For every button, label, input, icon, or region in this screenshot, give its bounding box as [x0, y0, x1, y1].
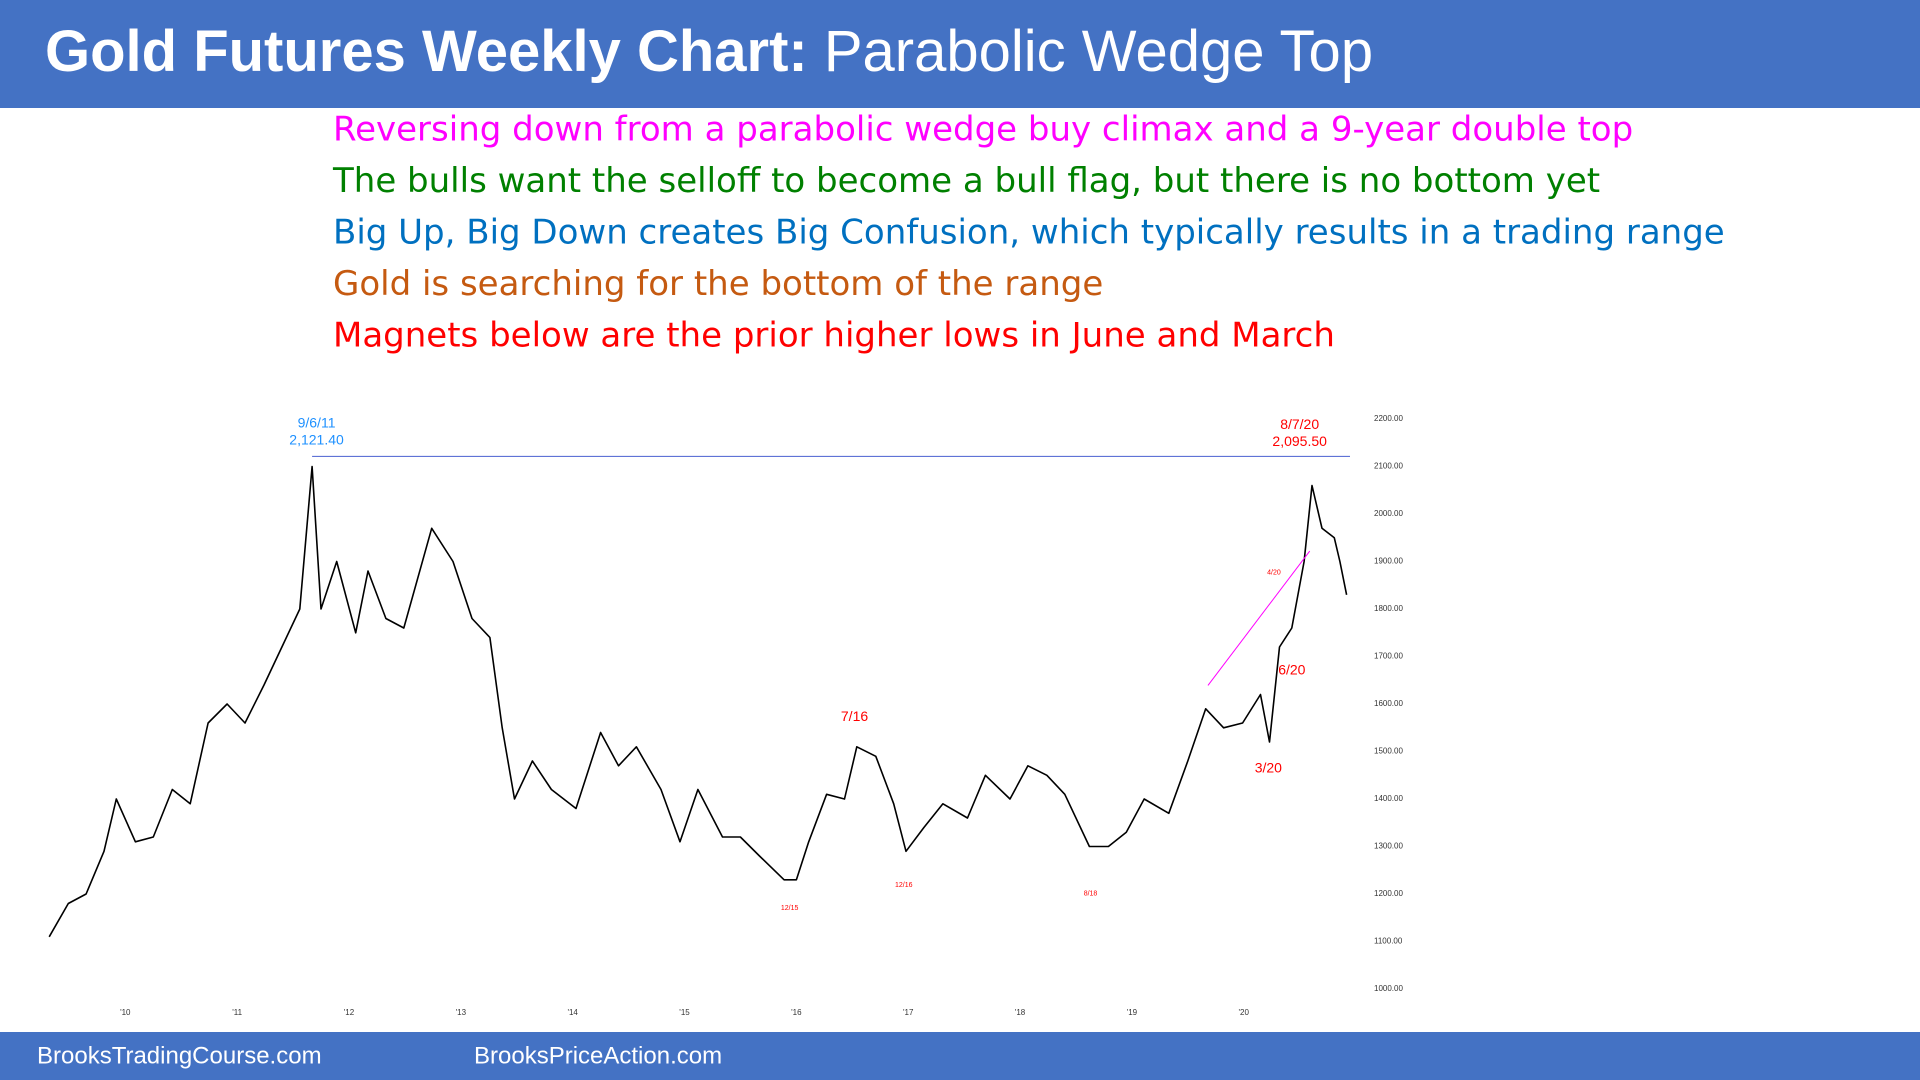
note-line: The bulls want the selloff to become a b…: [332, 161, 1600, 201]
annotation: 9/6/11: [298, 414, 336, 430]
note-line: Big Up, Big Down creates Big Confusion, …: [333, 213, 1725, 253]
y-tick-label: 1500.00: [1374, 747, 1403, 756]
y-tick-label: 1100.00: [1374, 937, 1403, 946]
x-tick-label: '18: [1015, 1008, 1026, 1017]
footer-left: BrooksTradingCourse.com: [37, 1042, 322, 1069]
x-tick-label: '14: [567, 1008, 578, 1017]
y-tick-label: 1900.00: [1374, 557, 1403, 566]
wedge-line: [1207, 550, 1311, 686]
annotation: 12/16: [895, 882, 913, 889]
title-rest: Parabolic Wedge Top: [824, 19, 1373, 84]
note-line: Reversing down from a parabolic wedge bu…: [333, 110, 1633, 150]
y-tick-label: 1800.00: [1374, 604, 1403, 613]
annotation: 7/16: [841, 708, 868, 724]
annotation: 2,121.40: [289, 432, 344, 448]
y-tick-label: 2200.00: [1374, 414, 1403, 423]
x-tick-label: '15: [679, 1008, 690, 1017]
y-tick-label: 2000.00: [1374, 509, 1403, 518]
annotation: 8/7/20: [1280, 416, 1319, 432]
x-tick-label: '13: [456, 1008, 467, 1017]
annotation: 2,095.50: [1272, 433, 1327, 449]
x-tick-label: '17: [903, 1008, 914, 1017]
y-tick-label: 1600.00: [1374, 699, 1403, 708]
annotation: 12/15: [781, 905, 799, 912]
annotation: 3/20: [1255, 759, 1282, 775]
x-tick-label: '10: [120, 1008, 131, 1017]
y-tick-label: 1700.00: [1374, 652, 1403, 661]
footer-right: BrooksPriceAction.com: [474, 1042, 722, 1069]
x-tick-label: '20: [1239, 1008, 1250, 1017]
y-tick-label: 1000.00: [1374, 984, 1403, 993]
price-line: [48, 465, 1348, 938]
note-line: Gold is searching for the bottom of the …: [333, 264, 1103, 304]
y-tick-label: 2100.00: [1374, 462, 1403, 471]
x-tick-label: '19: [1127, 1008, 1138, 1017]
y-tick-label: 1300.00: [1374, 842, 1403, 851]
footer-bar: [0, 1032, 1920, 1080]
note-line: Magnets below are the prior higher lows …: [333, 316, 1335, 356]
x-tick-label: '12: [344, 1008, 355, 1017]
annotation: 4/20: [1267, 570, 1281, 577]
y-tick-label: 1400.00: [1374, 794, 1403, 803]
annotation: 6/20: [1278, 661, 1305, 677]
annotation: 8/18: [1084, 890, 1098, 897]
title-bold: Gold Futures Weekly Chart:: [45, 19, 808, 84]
x-tick-label: '11: [232, 1008, 242, 1017]
title: Gold Futures Weekly Chart: Parabolic Wed…: [45, 19, 1373, 84]
y-tick-label: 1200.00: [1374, 889, 1403, 898]
x-tick-label: '16: [791, 1008, 802, 1017]
header-bar: [0, 0, 1920, 108]
